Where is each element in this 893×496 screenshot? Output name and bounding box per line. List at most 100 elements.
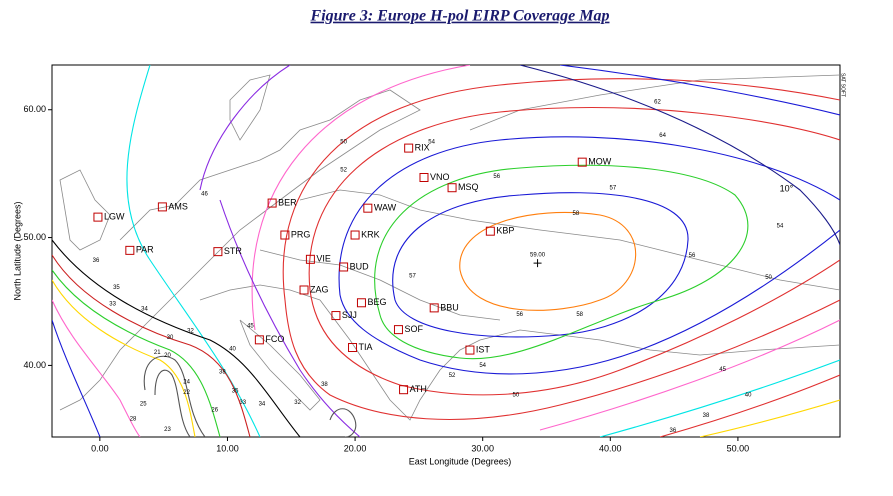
contours <box>52 65 840 437</box>
city-label: BBU <box>440 302 459 312</box>
contour-label: 34 <box>259 401 266 407</box>
contour-label: 23 <box>164 427 171 433</box>
x-tick-label: 0.00 <box>91 443 109 453</box>
map-marks: 62 64 54 50 52 56 57 58 56 54 50 57 58 56 54 52 50 45 40 38… <box>93 100 794 435</box>
contour-label: 35 <box>113 285 120 291</box>
elevation-label: 10° <box>780 183 794 193</box>
contour-label: 50 <box>765 275 772 281</box>
watermark: SAT SOFT <box>840 73 846 97</box>
map-layer: 62 64 54 50 52 56 57 58 56 54 50 57 58 56 54 52 50 45 40 38… <box>52 65 840 437</box>
contour-label: 34 <box>141 307 148 313</box>
city-label: VIE <box>316 254 331 264</box>
contour-label: 36 <box>93 258 100 264</box>
x-tick-label: 20.00 <box>344 443 367 453</box>
contour-label: 24 <box>183 380 190 386</box>
plot-frame <box>51 64 841 438</box>
contour-label: 46 <box>201 192 208 198</box>
contour-label: 30 <box>167 335 174 341</box>
city-marker <box>125 245 135 255</box>
title: Figure 3: Europe H-pol EIRP Coverage Map <box>310 8 610 25</box>
city-label: SJJ <box>342 310 357 320</box>
city-label: AMS <box>168 201 188 211</box>
peak-label: 59.00 <box>530 253 546 259</box>
x-tick-label: 50.00 <box>727 443 750 453</box>
city-marker <box>299 285 309 295</box>
contour-label: 58 <box>576 312 583 318</box>
city-marker <box>577 157 587 167</box>
x-tick-label: 10.00 <box>216 443 239 453</box>
city-label: VNO <box>430 172 450 182</box>
y-axis-label: North Latitude (Degrees) <box>12 201 22 300</box>
city-label: LGW <box>104 211 125 221</box>
city-label: MSQ <box>458 182 479 192</box>
city-marker <box>350 230 360 240</box>
city-label: ZAG <box>310 284 329 294</box>
contour-label: 35 <box>232 389 239 395</box>
city-marker <box>213 247 223 257</box>
city-marker <box>267 198 277 208</box>
x-axis-label: East Longitude (Degrees) <box>409 456 512 466</box>
city-label: FCO <box>265 334 284 344</box>
contour-label: 32 <box>294 400 301 406</box>
contour-label: 54 <box>777 224 784 230</box>
contour-label: 26 <box>211 408 218 414</box>
city-label: KBP <box>496 226 514 236</box>
contour-label: 22 <box>183 390 190 396</box>
city-marker <box>339 262 349 272</box>
coastlines <box>59 74 840 421</box>
y-tick-label: 40.00 <box>23 360 46 370</box>
city-marker <box>429 303 439 313</box>
y-tick-label: 60.00 <box>23 104 46 114</box>
contour-label: 56 <box>689 253 696 259</box>
city-marker <box>331 311 341 321</box>
contour-label: 64 <box>659 133 666 139</box>
city-label: STR <box>224 246 243 256</box>
contour-label: 45 <box>719 367 726 373</box>
contour-label: 58 <box>573 211 580 217</box>
contour-label: 38 <box>321 382 328 388</box>
city-marker <box>419 172 429 182</box>
city-label: TIA <box>359 342 373 352</box>
contour-label: 52 <box>449 373 456 379</box>
city-marker <box>393 325 403 335</box>
contour-label: 38 <box>703 413 710 419</box>
contour-label: 56 <box>493 174 500 180</box>
city-marker <box>447 183 457 193</box>
peak-marker <box>533 259 542 268</box>
contour-label: 57 <box>409 274 416 280</box>
city-label: BUD <box>350 261 370 271</box>
city-marker <box>93 212 103 222</box>
city-marker <box>404 143 414 153</box>
contour-label: 38 <box>219 369 226 375</box>
city-label: ATH <box>410 384 427 394</box>
contour-label: 20 <box>164 353 171 359</box>
city-marker <box>399 385 409 395</box>
contour-label: 45 <box>247 323 254 329</box>
contour-label: 56 <box>516 312 523 318</box>
contour-label: 21 <box>154 350 161 356</box>
contour-label: 28 <box>130 417 137 423</box>
contour-label: 40 <box>229 346 236 352</box>
x-tick-label: 30.00 <box>471 443 494 453</box>
contour-label: 50 <box>513 392 520 398</box>
city-marker <box>280 230 290 240</box>
contour-label: 62 <box>654 100 661 106</box>
city-marker <box>348 343 358 353</box>
city-marker <box>254 335 264 345</box>
contour-label: 33 <box>109 302 116 308</box>
contour-label: 25 <box>140 401 147 407</box>
city-label: KRK <box>361 229 380 239</box>
city-label: BER <box>278 197 297 207</box>
city-label: RIX <box>415 142 430 152</box>
city-label: IST <box>476 344 491 354</box>
city-label: PAR <box>136 245 154 255</box>
contour-label: 40 <box>745 392 752 398</box>
contour-label: 57 <box>610 185 617 191</box>
city-label: WAW <box>374 203 397 213</box>
contour-label: 52 <box>340 167 347 173</box>
city-marker <box>485 226 495 236</box>
city-marker <box>465 345 475 355</box>
city-label: MOW <box>588 157 611 167</box>
contour-label: 54 <box>428 139 435 145</box>
